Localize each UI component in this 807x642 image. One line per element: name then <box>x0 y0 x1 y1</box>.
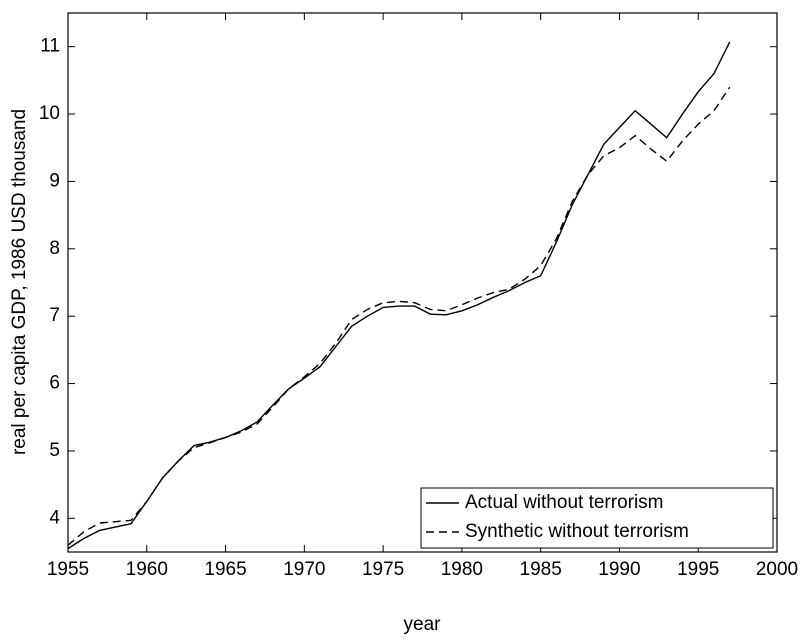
y-tick-label: 7 <box>49 305 60 326</box>
legend-label: Synthetic without terrorism <box>465 521 689 542</box>
legend-label: Actual without terrorism <box>465 492 664 513</box>
y-tick-label: 9 <box>49 170 60 191</box>
x-axis-label: year <box>404 614 442 635</box>
x-tick-label: 1995 <box>677 559 719 580</box>
y-tick-label: 5 <box>49 440 60 461</box>
x-tick-label: 1975 <box>362 559 404 580</box>
x-tick-label: 1960 <box>126 559 168 580</box>
y-tick-label: 10 <box>39 103 60 124</box>
y-tick-label: 4 <box>49 507 60 528</box>
legend-box <box>420 487 774 549</box>
x-tick-label: 1985 <box>520 559 562 580</box>
x-tick-label: 1955 <box>47 559 89 580</box>
series-line <box>67 86 731 546</box>
y-tick-label: 6 <box>49 373 60 394</box>
plot-frame <box>67 12 778 553</box>
y-tick-label: 8 <box>49 238 60 259</box>
x-tick-label: 1980 <box>441 559 483 580</box>
x-tick-label: 1990 <box>598 559 640 580</box>
x-tick-label: 1965 <box>204 559 246 580</box>
y-axis-label: real per capita GDP, 1986 USD thousand <box>9 109 30 455</box>
x-tick-label: 1970 <box>283 559 325 580</box>
x-tick-label: 2000 <box>756 559 798 580</box>
y-tick-label: 11 <box>40 36 60 57</box>
